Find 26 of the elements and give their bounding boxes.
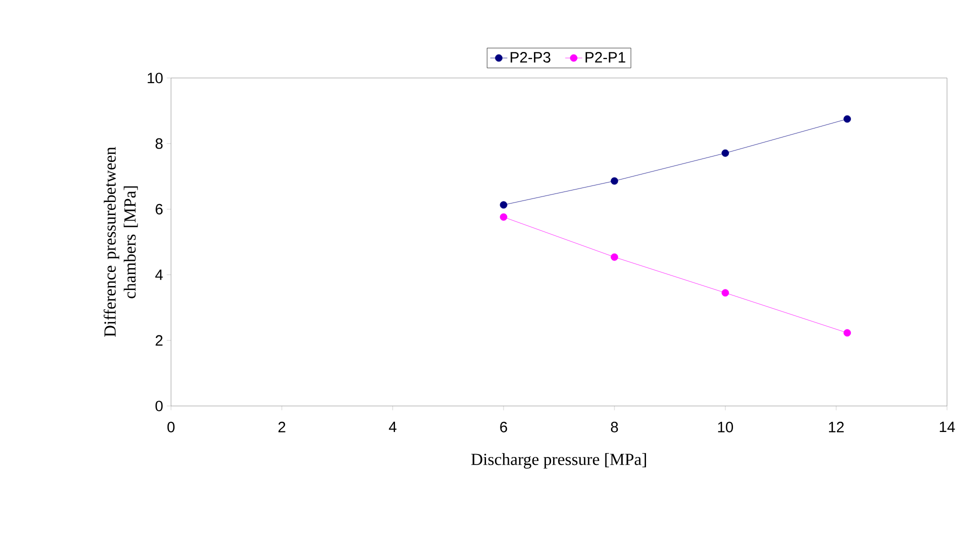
x-tick-label: 14	[940, 422, 955, 432]
point	[844, 329, 851, 337]
x-tick-label: 4	[388, 422, 396, 432]
y-tick-label: 4	[155, 270, 163, 280]
x-tick-label: 6	[500, 422, 508, 432]
x-tick-label: 0	[167, 422, 175, 432]
point	[610, 177, 618, 185]
point	[844, 115, 851, 123]
y-tick-label: 0	[156, 400, 163, 412]
point	[722, 289, 729, 297]
x-tick-label: 8	[610, 422, 618, 432]
point	[500, 201, 508, 209]
point	[722, 149, 729, 157]
y-axis-title: Difference pressurebetween chambers [MPa]	[104, 146, 138, 337]
x-tick-label: 2	[278, 422, 286, 432]
legend-label: P2-P3	[510, 52, 550, 63]
x-axis-title: Discharge pressure [MPa]	[471, 453, 646, 469]
y-tick-label: 8	[156, 138, 163, 149]
y-tick-label: 10	[148, 72, 163, 84]
y-tick-label: 2	[156, 335, 162, 346]
point	[610, 253, 618, 261]
x-tick-label: 12	[828, 422, 844, 432]
point	[500, 213, 508, 221]
legend-label: P2-P1	[586, 52, 626, 62]
y-tick-label: 6	[156, 204, 163, 214]
x-tick-label: 10	[718, 422, 734, 432]
